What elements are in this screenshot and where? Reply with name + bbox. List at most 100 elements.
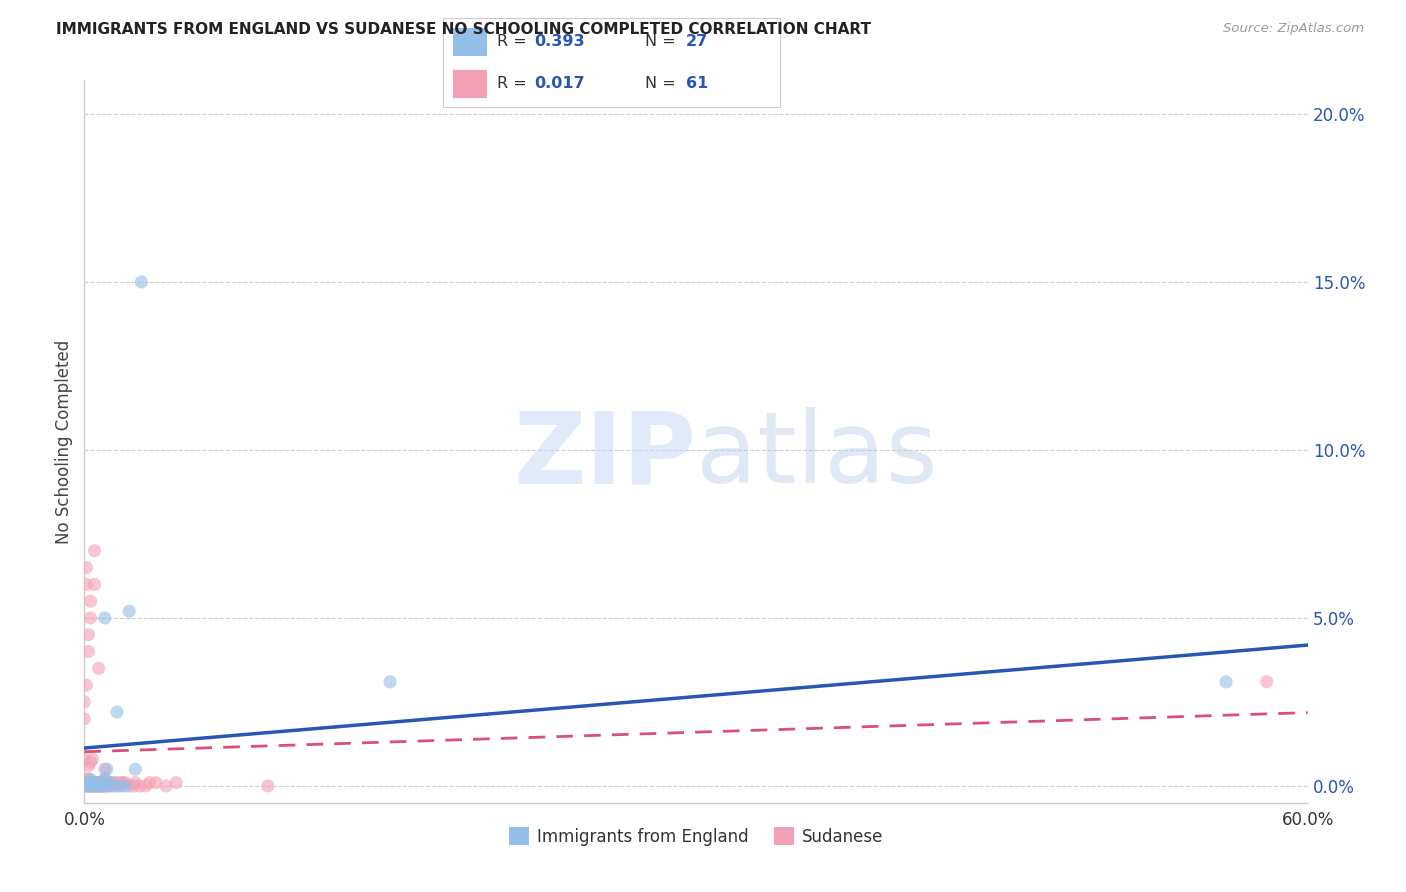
- Point: [155, 779, 177, 793]
- Point: [257, 779, 280, 793]
- Point: [110, 775, 132, 789]
- Point: [93, 779, 115, 793]
- Point: [135, 779, 157, 793]
- Point: [93, 772, 115, 787]
- Point: [77, 772, 100, 787]
- Point: [82, 779, 104, 793]
- Point: [100, 775, 122, 789]
- Point: [77, 628, 100, 642]
- Point: [87, 775, 110, 789]
- Text: 0.017: 0.017: [534, 77, 585, 91]
- Point: [108, 779, 131, 793]
- Point: [91, 779, 114, 793]
- Point: [93, 772, 115, 787]
- Point: [112, 775, 135, 789]
- Point: [118, 779, 141, 793]
- Point: [79, 779, 101, 793]
- Text: R =: R =: [496, 77, 531, 91]
- Point: [96, 762, 118, 776]
- Point: [114, 779, 136, 793]
- Point: [1256, 674, 1278, 689]
- Point: [114, 775, 136, 789]
- Text: 61: 61: [686, 77, 709, 91]
- Text: atlas: atlas: [696, 408, 938, 505]
- Point: [118, 604, 141, 618]
- Point: [83, 779, 105, 793]
- Point: [93, 779, 115, 793]
- Point: [79, 594, 101, 608]
- Point: [73, 712, 96, 726]
- Text: 27: 27: [686, 35, 709, 49]
- Point: [86, 779, 108, 793]
- Point: [86, 775, 108, 789]
- Point: [83, 775, 105, 789]
- Point: [83, 577, 105, 591]
- Point: [77, 779, 100, 793]
- Point: [105, 705, 128, 719]
- Point: [82, 775, 104, 789]
- Point: [87, 779, 110, 793]
- Point: [105, 775, 128, 789]
- Point: [90, 779, 112, 793]
- Y-axis label: No Schooling Completed: No Schooling Completed: [55, 340, 73, 543]
- Point: [93, 775, 115, 789]
- Text: Source: ZipAtlas.com: Source: ZipAtlas.com: [1223, 22, 1364, 36]
- Point: [100, 775, 122, 789]
- Point: [77, 644, 100, 658]
- Text: 0.393: 0.393: [534, 35, 585, 49]
- Point: [75, 678, 97, 692]
- Point: [96, 779, 118, 793]
- Point: [93, 762, 115, 776]
- Point: [79, 611, 101, 625]
- Point: [75, 772, 97, 787]
- Point: [79, 756, 101, 770]
- Point: [124, 775, 146, 789]
- Text: ZIP: ZIP: [513, 408, 696, 505]
- Text: R =: R =: [496, 35, 531, 49]
- Point: [91, 775, 114, 789]
- Legend: Immigrants from England, Sudanese: Immigrants from England, Sudanese: [502, 821, 890, 852]
- Point: [75, 577, 97, 591]
- Point: [90, 779, 112, 793]
- Text: IMMIGRANTS FROM ENGLAND VS SUDANESE NO SCHOOLING COMPLETED CORRELATION CHART: IMMIGRANTS FROM ENGLAND VS SUDANESE NO S…: [56, 22, 872, 37]
- Point: [87, 775, 110, 789]
- Point: [75, 779, 97, 793]
- Point: [101, 779, 124, 793]
- Text: N =: N =: [645, 77, 682, 91]
- Point: [82, 779, 104, 793]
- Point: [1215, 674, 1237, 689]
- Point: [77, 759, 100, 773]
- Point: [110, 779, 132, 793]
- Point: [83, 543, 105, 558]
- Point: [83, 779, 105, 793]
- Point: [124, 762, 146, 776]
- Point: [75, 779, 97, 793]
- Point: [380, 674, 402, 689]
- Point: [97, 779, 120, 793]
- Point: [86, 779, 108, 793]
- Point: [90, 775, 112, 789]
- Point: [91, 775, 114, 789]
- Point: [79, 772, 101, 787]
- Point: [104, 779, 127, 793]
- Point: [79, 775, 101, 789]
- Point: [104, 775, 127, 789]
- Point: [122, 779, 145, 793]
- Point: [87, 661, 110, 675]
- Text: N =: N =: [645, 35, 682, 49]
- Point: [83, 775, 105, 789]
- Point: [75, 775, 97, 789]
- Point: [165, 775, 187, 789]
- Point: [77, 775, 100, 789]
- Point: [82, 752, 104, 766]
- Point: [128, 779, 150, 793]
- Point: [93, 611, 115, 625]
- FancyBboxPatch shape: [453, 70, 486, 98]
- Point: [73, 695, 96, 709]
- Point: [77, 775, 100, 789]
- Point: [97, 779, 120, 793]
- Point: [75, 560, 97, 574]
- FancyBboxPatch shape: [453, 28, 486, 56]
- Point: [145, 775, 167, 789]
- Point: [87, 779, 110, 793]
